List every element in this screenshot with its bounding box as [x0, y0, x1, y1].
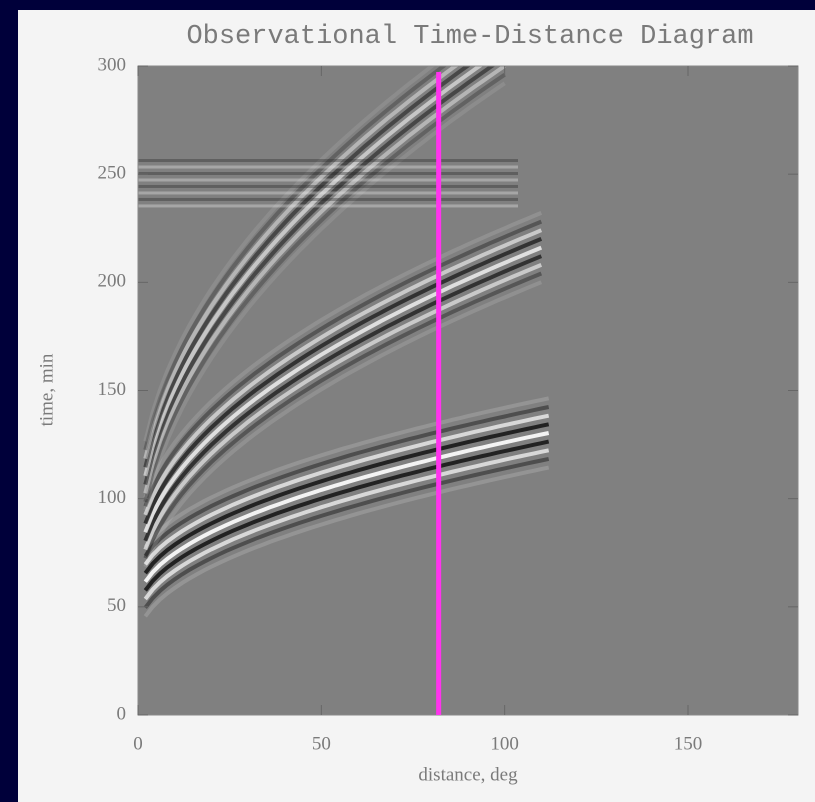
wave-ridge	[143, 456, 550, 609]
wave-ridge	[143, 431, 550, 583]
wave-ridge	[143, 211, 543, 499]
wave-ridge	[143, 465, 550, 618]
wave-band	[138, 159, 518, 163]
wave-band	[138, 204, 518, 208]
wave-ridge	[143, 66, 471, 468]
wave-ridge	[143, 66, 459, 460]
wave-ridge	[143, 66, 506, 494]
y-tick-label: 0	[117, 703, 127, 724]
wave-ridge	[143, 66, 496, 485]
wave-ridge	[143, 439, 550, 592]
wave-ridge	[143, 73, 506, 503]
y-tick-label: 100	[98, 487, 127, 508]
wave-ridge	[143, 263, 543, 551]
wave-ridge	[143, 66, 484, 477]
y-tick-label: 150	[98, 379, 127, 400]
wave-ridge	[143, 280, 543, 568]
x-tick-label: 150	[674, 733, 703, 754]
y-tick-label: 50	[107, 595, 126, 616]
wave-ridge	[143, 405, 550, 558]
x-tick-label: 100	[490, 733, 519, 754]
wave-ridge	[143, 81, 506, 511]
y-tick-label: 200	[98, 271, 127, 292]
wave-ridge	[143, 66, 436, 442]
wave-ridge	[143, 422, 550, 575]
wave-band	[138, 165, 518, 169]
x-axis-label: distance, deg	[418, 764, 518, 785]
wave-texture	[138, 66, 550, 618]
chart-title: Observational Time-Distance Diagram	[186, 22, 753, 52]
wave-band	[138, 197, 518, 201]
wave-band	[138, 172, 518, 176]
y-axis-label: time, min	[36, 353, 57, 426]
plot-area	[138, 66, 798, 715]
wave-band	[138, 191, 518, 195]
x-tick-label: 50	[312, 733, 331, 754]
wave-ridge	[143, 271, 543, 559]
y-tick-label: 300	[98, 54, 127, 75]
x-tick-label: 0	[133, 733, 143, 754]
y-tick-label: 250	[98, 163, 127, 184]
wave-ridge	[143, 66, 448, 451]
wave-band	[138, 178, 518, 182]
wave-band	[138, 184, 518, 188]
wave-ridge	[143, 219, 543, 507]
wave-ridge	[143, 245, 543, 533]
wave-ridge	[143, 237, 543, 525]
wave-ridge	[143, 254, 543, 542]
wave-ridge	[143, 448, 550, 601]
wave-ridge	[143, 396, 550, 549]
wave-ridge	[143, 228, 543, 516]
wave-ridge	[143, 413, 550, 566]
